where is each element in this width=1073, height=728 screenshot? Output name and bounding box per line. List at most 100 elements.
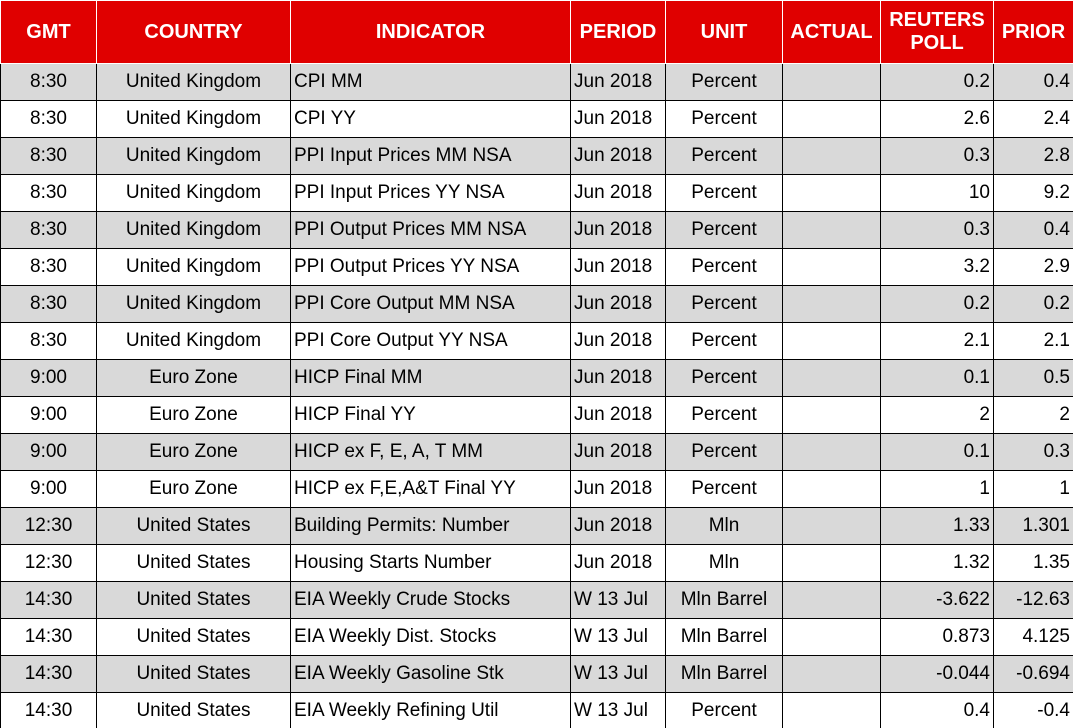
table-row: 8:30 United Kingdom CPI MM Jun 2018 Percent 0… [0, 63, 1073, 101]
header-cell: ACTUAL [782, 0, 881, 64]
actual-cell [782, 655, 881, 693]
table-cell: Housing Starts Number [290, 544, 571, 582]
table-row: 9:00 Euro Zone HICP ex F,E,A&T Final YY Jun… [0, 470, 1073, 508]
actual-cell [782, 322, 881, 360]
header-cell: INDICATOR [290, 0, 571, 64]
table-cell: 8:30 [0, 248, 97, 286]
actual-cell [782, 396, 881, 434]
table-cell: Euro Zone [96, 433, 291, 471]
table-row: 8:30 United Kingdom PPI Output Prices YY N… [0, 248, 1073, 286]
table-cell: 14:30 [0, 618, 97, 656]
table-cell: 2 [880, 396, 994, 434]
table-cell: Percent [665, 63, 783, 101]
actual-cell [782, 544, 881, 582]
header-cell: COUNTRY [96, 0, 291, 64]
actual-cell [782, 100, 881, 138]
table-cell: 0.1 [880, 433, 994, 471]
table-cell: 1.33 [880, 507, 994, 545]
table-cell: 9.2 [993, 174, 1073, 212]
table-cell: HICP ex F, E, A, T MM [290, 433, 571, 471]
table-cell: Jun 2018 [570, 100, 666, 138]
table-cell: United Kingdom [96, 174, 291, 212]
table-row: 14:30 United States EIA Weekly Dist. Stock… [0, 618, 1073, 656]
table-cell: United Kingdom [96, 322, 291, 360]
table-cell: 3.2 [880, 248, 994, 286]
actual-cell [782, 359, 881, 397]
actual-cell [782, 470, 881, 508]
table-cell: United States [96, 581, 291, 619]
table-cell: EIA Weekly Refining Util [290, 692, 571, 728]
table-cell: 8:30 [0, 63, 97, 101]
table-body: 8:30 United Kingdom CPI MM Jun 2018 Percent 0… [0, 63, 1073, 728]
table-cell: 8:30 [0, 137, 97, 175]
table-cell: 0.873 [880, 618, 994, 656]
table-cell: 14:30 [0, 581, 97, 619]
table-cell: United States [96, 507, 291, 545]
table-cell: PPI Core Output MM NSA [290, 285, 571, 323]
table-cell: CPI YY [290, 100, 571, 138]
table-cell: United Kingdom [96, 63, 291, 101]
table-cell: 1.301 [993, 507, 1073, 545]
table-cell: 0.4 [880, 692, 994, 728]
table-cell: Percent [665, 248, 783, 286]
table-row: 12:30 United States Building Permits: Numb… [0, 507, 1073, 545]
table-row: 8:30 United Kingdom PPI Input Prices MM NS… [0, 137, 1073, 175]
table-cell: 0.2 [880, 63, 994, 101]
table-cell: PPI Core Output YY NSA [290, 322, 571, 360]
table-cell: United Kingdom [96, 137, 291, 175]
table-cell: 14:30 [0, 692, 97, 728]
table-cell: 1 [880, 470, 994, 508]
table-row: 14:30 United States EIA Weekly Refining Ut… [0, 692, 1073, 728]
table-cell: EIA Weekly Gasoline Stk [290, 655, 571, 693]
table-cell: United States [96, 655, 291, 693]
table-cell: Percent [665, 692, 783, 728]
header-cell: PERIOD [570, 0, 666, 64]
table-cell: Jun 2018 [570, 211, 666, 249]
table-cell: EIA Weekly Dist. Stocks [290, 618, 571, 656]
table-cell: Percent [665, 285, 783, 323]
table-cell: HICP Final MM [290, 359, 571, 397]
table-cell: HICP ex F,E,A&T Final YY [290, 470, 571, 508]
table-cell: Percent [665, 433, 783, 471]
table-cell: Mln [665, 507, 783, 545]
table-cell: 10 [880, 174, 994, 212]
table-cell: Jun 2018 [570, 285, 666, 323]
table-cell: 8:30 [0, 322, 97, 360]
actual-cell [782, 433, 881, 471]
table-cell: Jun 2018 [570, 433, 666, 471]
table-cell: United Kingdom [96, 100, 291, 138]
table-cell: Percent [665, 211, 783, 249]
actual-cell [782, 137, 881, 175]
table-cell: Mln Barrel [665, 581, 783, 619]
table-row: 9:00 Euro Zone HICP Final MM Jun 2018 Percen… [0, 359, 1073, 397]
table-cell: 2.9 [993, 248, 1073, 286]
table-cell: W 13 Jul [570, 692, 666, 728]
table-cell: United Kingdom [96, 211, 291, 249]
table-cell: 1 [993, 470, 1073, 508]
table-cell: Jun 2018 [570, 174, 666, 212]
table-cell: CPI MM [290, 63, 571, 101]
table-cell: 4.125 [993, 618, 1073, 656]
table-cell: PPI Input Prices YY NSA [290, 174, 571, 212]
table-cell: Jun 2018 [570, 137, 666, 175]
table-cell: Jun 2018 [570, 470, 666, 508]
table-row: 14:30 United States EIA Weekly Gasoline St… [0, 655, 1073, 693]
actual-cell [782, 211, 881, 249]
table-cell: -0.4 [993, 692, 1073, 728]
table-cell: -3.622 [880, 581, 994, 619]
table-cell: Euro Zone [96, 470, 291, 508]
table-cell: 0.3 [880, 137, 994, 175]
table-cell: Percent [665, 470, 783, 508]
table-cell: 8:30 [0, 211, 97, 249]
table-cell: -0.044 [880, 655, 994, 693]
table-cell: EIA Weekly Crude Stocks [290, 581, 571, 619]
actual-cell [782, 248, 881, 286]
table-cell: 8:30 [0, 100, 97, 138]
table-cell: PPI Output Prices YY NSA [290, 248, 571, 286]
actual-cell [782, 174, 881, 212]
table-cell: Percent [665, 100, 783, 138]
table-cell: 0.2 [880, 285, 994, 323]
table-cell: Jun 2018 [570, 396, 666, 434]
actual-cell [782, 692, 881, 728]
